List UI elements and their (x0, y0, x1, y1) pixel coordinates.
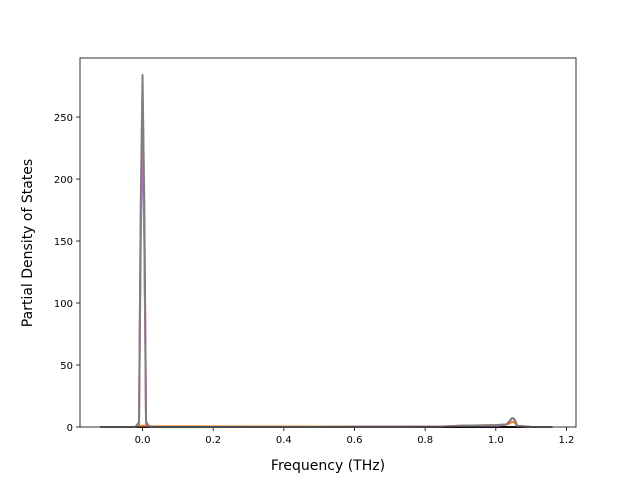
y-tick-label: 100 (54, 299, 73, 310)
series-line (100, 91, 553, 428)
x-tick-label: 1.2 (559, 435, 575, 446)
x-axis-label: Frequency (THz) (271, 458, 385, 474)
y-tick-label: 200 (54, 175, 73, 186)
x-tick-label: 0.8 (417, 435, 433, 446)
y-tick-label: 50 (60, 361, 73, 372)
x-tick-label: 0.4 (276, 435, 292, 446)
series-line (100, 116, 553, 428)
series-line (100, 73, 553, 428)
y-tick-label: 150 (54, 237, 73, 248)
x-tick-label: 0.0 (135, 435, 151, 446)
x-tick-label: 1.0 (488, 435, 504, 446)
y-axis-label: Partial Density of States (20, 159, 36, 327)
y-tick-label: 250 (54, 113, 73, 124)
y-tick-label: 0 (67, 423, 73, 434)
x-tick-label: 0.2 (205, 435, 221, 446)
x-tick-label: 0.6 (347, 435, 363, 446)
plot-frame (79, 57, 577, 428)
